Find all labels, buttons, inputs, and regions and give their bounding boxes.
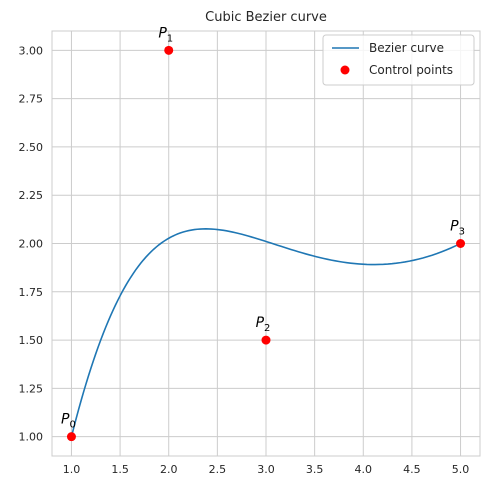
legend: Bezier curve Control points: [322, 34, 475, 86]
control-point-subscript: 1: [167, 33, 173, 44]
control-point-subscript: 3: [459, 227, 465, 238]
control-point-letter: P: [61, 412, 70, 428]
control-point-subscript: 0: [69, 420, 75, 431]
y-tick-label: 2.00: [19, 238, 44, 251]
y-tick-label: 1.00: [19, 431, 44, 444]
y-tick-label: 3.00: [19, 44, 44, 57]
x-tick-label: 5.0: [452, 463, 470, 476]
x-tick-label: 4.0: [355, 463, 373, 476]
legend-label-bezier: Bezier curve: [369, 41, 444, 55]
control-point-subscript: 2: [264, 323, 270, 334]
bezier-curve-line: [70, 228, 461, 437]
control-point-letter: P: [158, 25, 167, 41]
control-point-letter: P: [450, 219, 459, 235]
y-tick-label: 1.25: [19, 382, 44, 395]
control-point-0: [66, 432, 76, 442]
y-tick-label: 1.75: [19, 286, 44, 299]
legend-label-control: Control points: [369, 63, 453, 77]
x-tick-label: 2.0: [160, 463, 178, 476]
control-point-letter: P: [256, 315, 265, 331]
plot-frame: [51, 30, 481, 457]
x-axis: 1.0 1.5 2.0 2.5 3.0 3.5 4.0 4.5 5.0: [63, 463, 470, 476]
control-point-label-2: P2: [256, 315, 271, 334]
x-tick-label: 1.5: [111, 463, 129, 476]
y-tick-label: 1.50: [19, 334, 44, 347]
y-tick-label: 2.50: [19, 141, 44, 154]
legend-marker-swatch: [340, 65, 350, 75]
control-point-label-1: P1: [158, 25, 173, 44]
control-point-label-3: P3: [450, 219, 465, 238]
x-tick-label: 2.5: [209, 463, 227, 476]
x-tick-label: 4.5: [403, 463, 421, 476]
y-tick-label: 2.75: [19, 93, 44, 106]
control-point-label-0: P0: [61, 412, 76, 431]
chart-title: Cubic Bezier curve: [205, 10, 327, 25]
legend-frame: [322, 34, 475, 86]
x-tick-label: 3.0: [257, 463, 275, 476]
x-tick-label: 3.5: [306, 463, 324, 476]
y-axis: 1.00 1.25 1.50 1.75 2.00 2.25 2.50 2.75 3.00: [19, 44, 44, 443]
control-point-2: [261, 335, 271, 345]
grid: [52, 31, 480, 456]
y-tick-label: 2.25: [19, 189, 44, 202]
control-point-3: [456, 239, 466, 248]
control-point-1: [164, 45, 174, 55]
x-tick-label: 1.0: [63, 463, 81, 476]
